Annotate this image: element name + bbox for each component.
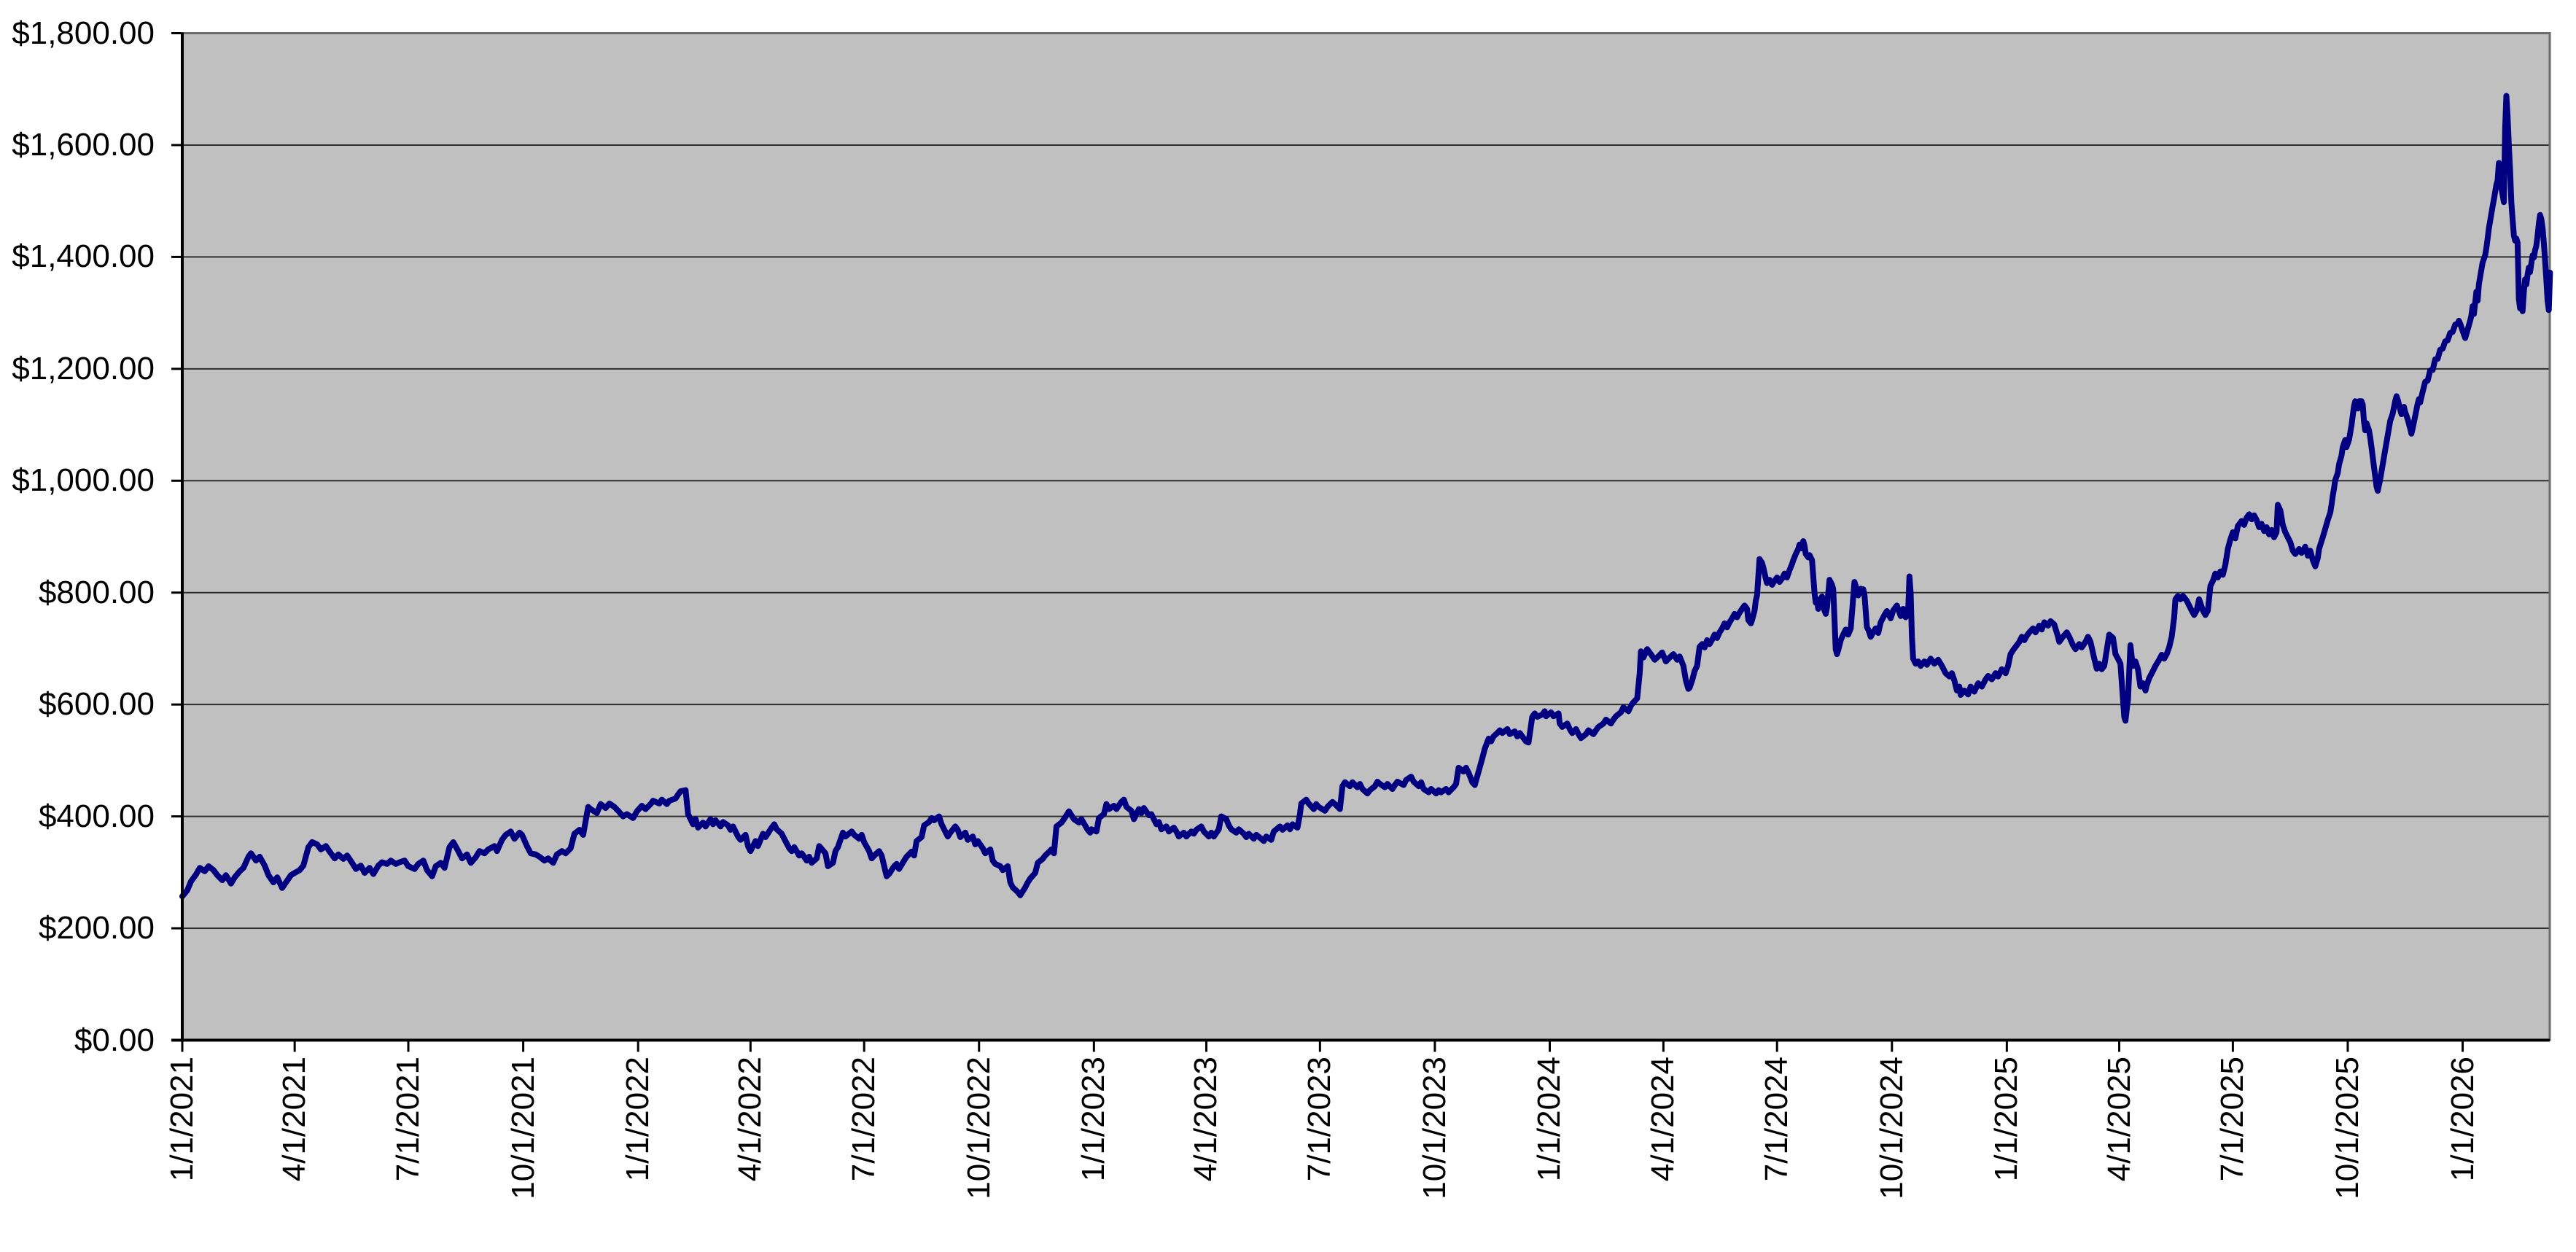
- y-axis-label: $1,200.00: [12, 350, 155, 386]
- y-axis-tick-marks: [171, 32, 182, 1041]
- x-axis-label: 1/1/2022: [620, 1056, 656, 1181]
- x-axis-tick-marks: [181, 1040, 2464, 1052]
- x-axis-label: 7/1/2022: [846, 1056, 882, 1181]
- x-axis-label: 1/1/2024: [1531, 1056, 1568, 1181]
- x-axis-label: 7/1/2021: [390, 1056, 426, 1181]
- y-axis-label: $1,800.00: [12, 15, 155, 51]
- y-axis-label: $400.00: [38, 798, 155, 834]
- plot-area-background: [182, 33, 2550, 1041]
- x-axis-label: 1/1/2026: [2444, 1056, 2480, 1181]
- x-axis-label: 1/1/2021: [164, 1056, 200, 1181]
- price-line-series: [179, 93, 2553, 900]
- y-axis-label: $0.00: [74, 1022, 155, 1058]
- x-axis-label: 10/1/2024: [1873, 1056, 1910, 1199]
- x-axis-label: 4/1/2021: [276, 1056, 313, 1181]
- y-axis-label: $1,600.00: [12, 126, 155, 163]
- horizontal-gridlines: [182, 144, 2550, 930]
- x-axis-label: 10/1/2021: [505, 1056, 541, 1199]
- x-axis-label: 4/1/2024: [1645, 1056, 1681, 1181]
- x-axis-label: 4/1/2022: [732, 1056, 768, 1181]
- x-axis-label: 4/1/2025: [2101, 1056, 2137, 1181]
- y-axis-label: $200.00: [38, 910, 155, 946]
- x-axis-label: 1/1/2025: [1988, 1056, 2025, 1181]
- x-axis-label: 7/1/2025: [2214, 1056, 2251, 1181]
- x-axis-label: 1/1/2023: [1075, 1056, 1112, 1181]
- x-axis-label: 7/1/2023: [1301, 1056, 1338, 1181]
- x-axis-label: 4/1/2023: [1188, 1056, 1224, 1181]
- y-axis-label: $600.00: [38, 686, 155, 723]
- x-axis-label: 10/1/2022: [960, 1056, 997, 1199]
- y-axis-label: $800.00: [38, 574, 155, 610]
- x-axis-label: 7/1/2024: [1759, 1056, 1795, 1181]
- y-axis-label: $1,000.00: [12, 462, 155, 499]
- x-axis-label: 10/1/2025: [2329, 1056, 2365, 1199]
- x-axis-label: 10/1/2023: [1416, 1056, 1452, 1199]
- y-axis-label: $1,400.00: [12, 238, 155, 275]
